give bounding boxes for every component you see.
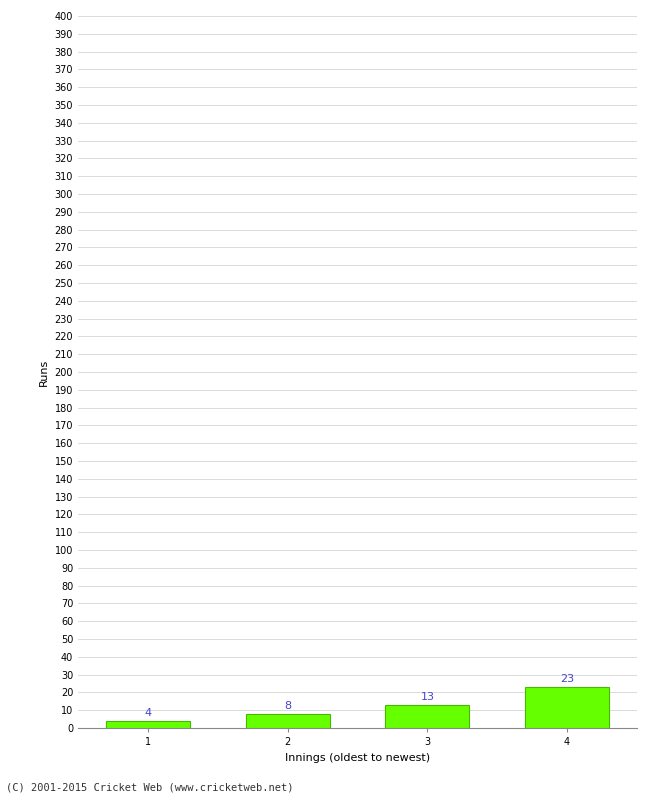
X-axis label: Innings (oldest to newest): Innings (oldest to newest) [285,753,430,762]
Bar [246,714,330,728]
Bar [385,705,469,728]
Bar [106,721,190,728]
Text: 13: 13 [421,692,434,702]
Y-axis label: Runs: Runs [39,358,49,386]
Text: (C) 2001-2015 Cricket Web (www.cricketweb.net): (C) 2001-2015 Cricket Web (www.cricketwe… [6,782,294,792]
Text: 23: 23 [560,674,574,684]
Bar [525,687,609,728]
Text: 8: 8 [284,701,291,711]
Text: 4: 4 [144,708,151,718]
